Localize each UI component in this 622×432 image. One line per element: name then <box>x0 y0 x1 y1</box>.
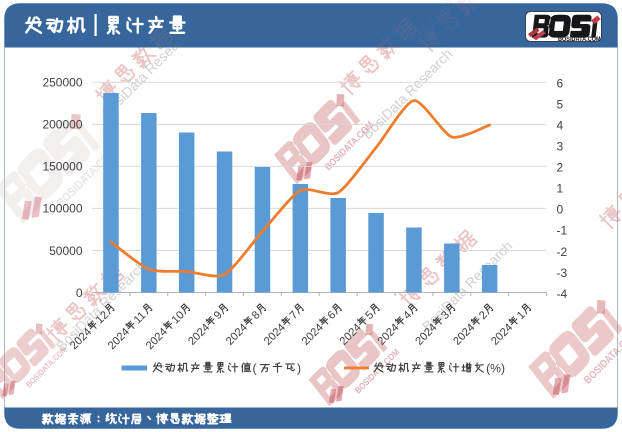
svg-text:): ) <box>297 361 301 375</box>
svg-text:-4: -4 <box>557 287 568 301</box>
svg-text:250000: 250000 <box>42 76 82 90</box>
svg-text:BOSIDATA.COM: BOSIDATA.COM <box>558 37 601 43</box>
svg-text:2: 2 <box>557 161 564 175</box>
svg-text:200000: 200000 <box>42 118 82 132</box>
svg-text:1: 1 <box>557 182 564 196</box>
svg-text:4: 4 <box>557 119 564 133</box>
svg-text:0: 0 <box>557 203 564 217</box>
svg-text:-3: -3 <box>557 266 568 280</box>
svg-text:0: 0 <box>76 286 83 300</box>
svg-text:50000: 50000 <box>49 244 83 258</box>
svg-text:5: 5 <box>557 98 564 112</box>
svg-text:100000: 100000 <box>42 202 82 216</box>
svg-text:3: 3 <box>557 140 564 154</box>
svg-text:-1: -1 <box>557 224 568 238</box>
svg-text:(%): (%) <box>486 361 505 375</box>
svg-text:150000: 150000 <box>42 160 82 174</box>
svg-text:6: 6 <box>557 77 564 91</box>
svg-text:(: ( <box>253 361 257 375</box>
svg-text:-2: -2 <box>557 245 568 259</box>
